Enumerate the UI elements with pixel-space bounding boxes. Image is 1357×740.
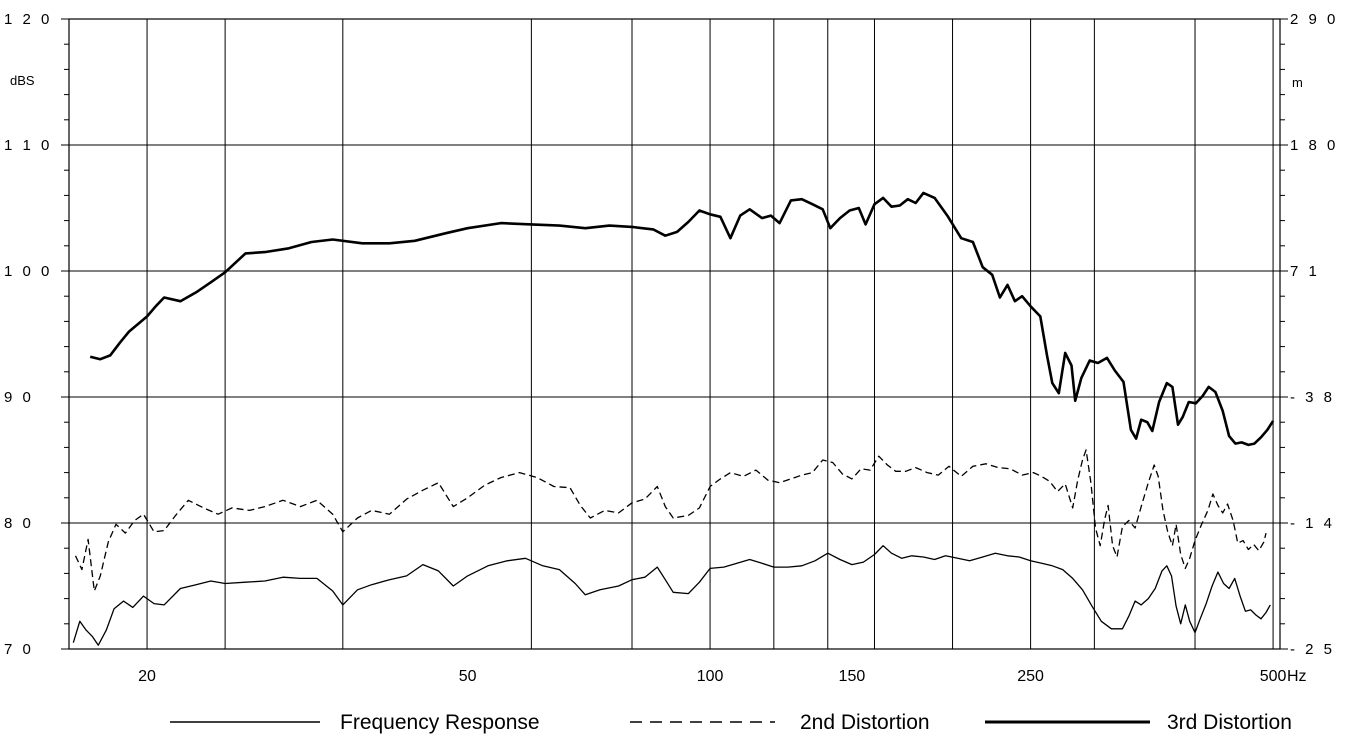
series-line-3rd-distortion [89,191,1275,447]
x-tick-label: 500 [1260,668,1287,685]
y-axis-unit-label: dBS [10,73,35,88]
x-axis-unit-label: Hz [1287,668,1307,685]
x-tick-label: 150 [839,668,866,685]
y-tick-label-right: - 2 5 [1290,641,1335,658]
x-tick-label: 20 [138,668,156,685]
y-tick-label-left: 8 0 [4,515,34,532]
y-tick-label-left: 1 0 0 [4,263,52,280]
y-tick-label-left: 9 0 [4,389,34,406]
legend-label-3rd-distortion: 3rd Distortion [1167,711,1292,734]
x-tick-label: 100 [697,668,724,685]
axis-labels: 7 0 8 0 9 0 1 0 0 1 1 0 1 2 0 - 2 5 - 1 4 - 3 8 7… [4,11,1338,685]
y-tick-label-right: 7 1 [1290,263,1320,280]
series-line-frequency-response [72,545,1271,646]
x-tick-label: 50 [459,668,477,685]
grid [61,18,1288,650]
x-tick-label: 250 [1017,668,1044,685]
right-axis-unit-label: m [1292,75,1303,90]
y-tick-label-left: 7 0 [4,641,34,658]
y-tick-label-right: 2 9 0 [1290,11,1338,28]
legend: Frequency Response 2nd Distortion 3rd Di… [170,711,1292,734]
plot-frame [68,18,1281,650]
y-tick-label-right: - 1 4 [1290,515,1335,532]
y-tick-label-right: - 3 8 [1290,389,1335,406]
y-tick-label-left: 1 1 0 [4,137,52,154]
y-tick-label-right: 1 8 0 [1290,137,1338,154]
legend-label-2nd-distortion: 2nd Distortion [800,711,930,734]
y-tick-label-left: 1 2 0 [4,11,52,28]
series-line-2nd-distortion [74,449,1267,592]
series-layer [72,191,1275,646]
legend-label-frequency-response: Frequency Response [340,711,540,734]
